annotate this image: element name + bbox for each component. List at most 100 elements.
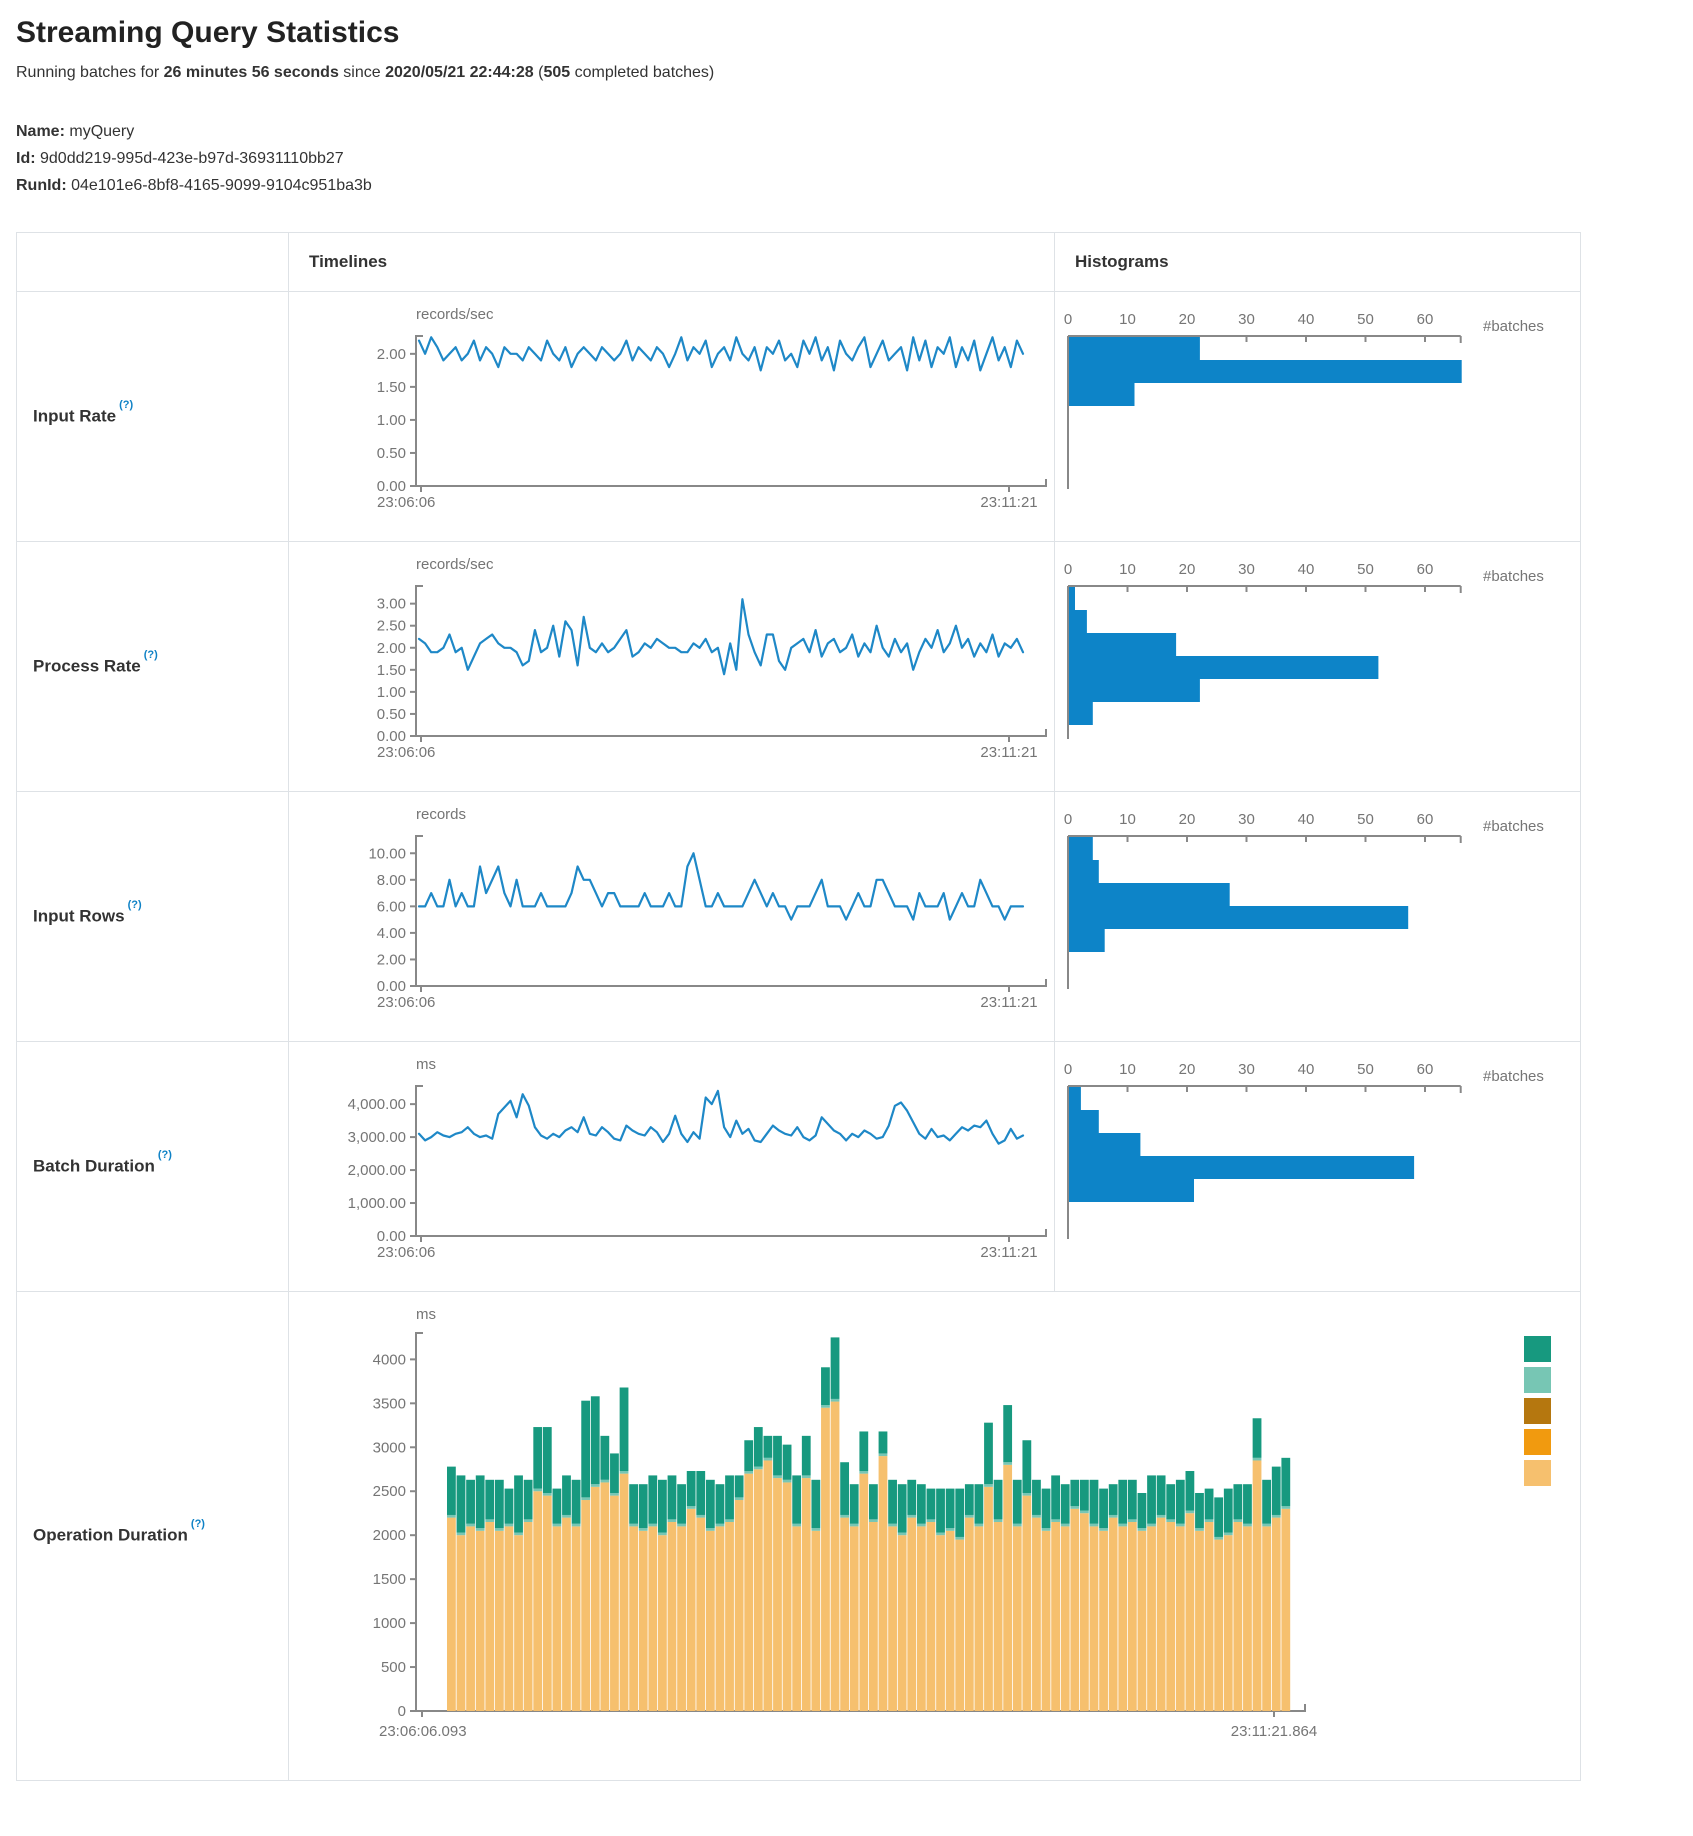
row-label-cell: Process Rate(?)	[16, 540, 289, 792]
help-icon[interactable]: (?)	[190, 1518, 205, 1531]
legend-swatch	[1524, 1366, 1551, 1393]
running-prefix: Running batches for	[16, 64, 160, 81]
timeline-chart: records/sec 2.00 1.50 1.00 0.50 0.00 23:06:0…	[289, 306, 1054, 516]
svg-text:20: 20	[1179, 1061, 1196, 1078]
histogram-chart: 0 10 20 30 40 50 60 #batches	[1055, 542, 1580, 754]
query-name-line: Name: myQuery	[16, 118, 1677, 145]
y-axis-unit: ms	[416, 1305, 436, 1323]
help-icon[interactable]: (?)	[157, 1148, 172, 1161]
histogram-cell: 0 10 20 30 40 50 60 #batches	[1054, 1040, 1581, 1292]
histogram-cell: 0 10 20 30 40 50 60 #batches	[1054, 290, 1581, 542]
row-label-cell: Batch Duration(?)	[16, 1040, 289, 1292]
line-chart: 3.00 2.50 2.00 1.50 1.00 0.50 0.00	[377, 584, 1047, 744]
table-header-row: Timelines Histograms	[16, 231, 1581, 292]
x-axis-labels: 23:06:06 23:11:21	[289, 744, 1054, 766]
y-axis-unit: records/sec	[416, 555, 494, 573]
svg-text:10.00: 10.00	[368, 845, 406, 862]
help-icon[interactable]: (?)	[143, 648, 158, 661]
svg-text:3000: 3000	[373, 1439, 406, 1456]
y-axis-unit: records/sec	[416, 305, 494, 323]
name-label: Name:	[16, 123, 65, 140]
svg-text:30: 30	[1238, 811, 1255, 828]
svg-text:2.00: 2.00	[377, 639, 406, 656]
batch-duration-row: Batch Duration(?) ms 4,000.00 3,000.00 2,0…	[16, 1040, 1581, 1292]
svg-text:0: 0	[1064, 311, 1072, 328]
operation-duration-chart: ms 4000 3500 3000 2500 2000 1500 1000 500 0 23:0…	[289, 1306, 1580, 1745]
svg-text:500: 500	[381, 1659, 406, 1676]
svg-text:4,000.00: 4,000.00	[348, 1096, 406, 1113]
svg-text:0: 0	[398, 1703, 406, 1720]
timeline-cell: ms 4,000.00 3,000.00 2,000.00 1,000.00 0.00 …	[288, 1040, 1055, 1292]
batches-label: #batches	[1483, 1067, 1544, 1085]
svg-text:0.00: 0.00	[377, 478, 406, 494]
batches-label: #batches	[1483, 317, 1544, 335]
x-end-label: 23:11:21	[980, 493, 1038, 511]
x-end-label: 23:11:21.864	[1230, 1722, 1318, 1740]
x-axis-labels: 23:06:06 23:11:21	[289, 494, 1054, 516]
help-icon[interactable]: (?)	[119, 398, 134, 411]
svg-text:1.50: 1.50	[377, 378, 406, 395]
histogram-svg: 0 10 20 30 40 50 60	[1064, 561, 1462, 739]
svg-text:30: 30	[1238, 311, 1255, 328]
svg-text:8.00: 8.00	[377, 871, 406, 888]
open-paren: (	[538, 64, 544, 81]
svg-text:0: 0	[1064, 811, 1072, 828]
x-start-label: 23:06:06	[377, 493, 436, 511]
svg-text:2000: 2000	[373, 1527, 406, 1544]
runid-value: 04e101e6-8bf8-4165-9099-9104c951ba3b	[71, 177, 372, 195]
svg-text:1.00: 1.00	[377, 683, 406, 700]
svg-text:60: 60	[1417, 561, 1434, 578]
id-value: 9d0dd219-995d-423e-b97d-36931110bb27	[40, 150, 344, 168]
svg-text:2.00: 2.00	[377, 951, 406, 968]
id-label: Id:	[16, 150, 36, 168]
histogram-chart: 0 10 20 30 40 50 60 #batches	[1055, 1042, 1580, 1254]
svg-text:0.00: 0.00	[377, 1228, 406, 1244]
row-label-cell: Input Rate(?)	[16, 290, 289, 542]
histogram-cell: 0 10 20 30 40 50 60 #batches	[1054, 790, 1581, 1042]
svg-text:3,000.00: 3,000.00	[348, 1129, 406, 1146]
help-icon[interactable]: (?)	[127, 898, 142, 911]
x-start-label: 23:06:06	[377, 1243, 436, 1261]
svg-text:60: 60	[1417, 1061, 1434, 1078]
completed-count: 505	[543, 64, 571, 81]
svg-text:4000: 4000	[373, 1351, 406, 1368]
runid-label: RunId:	[16, 177, 67, 195]
histogram-chart: 0 10 20 30 40 50 60 #batches	[1055, 292, 1580, 504]
stacked-bar-chart: 4000 3500 3000 2500 2000 1500 1000 500 0	[373, 1331, 1306, 1720]
svg-text:1,000.00: 1,000.00	[348, 1195, 406, 1212]
operation-duration-row: Operation Duration(?) ms 4000 3500 3000 250…	[16, 1290, 1581, 1781]
svg-text:10: 10	[1119, 561, 1136, 578]
x-end-label: 23:11:21	[980, 743, 1038, 761]
legend-swatch	[1524, 1335, 1551, 1362]
line-chart: 4,000.00 3,000.00 2,000.00 1,000.00 0.00	[348, 1084, 1047, 1244]
running-duration: 26 minutes 56 seconds	[163, 64, 339, 81]
timelines-header: Timelines	[288, 231, 1055, 292]
y-axis-unit: records	[416, 805, 467, 823]
empty-header-cell	[16, 231, 289, 292]
operation-duration-cell: ms 4000 3500 3000 2500 2000 1500 1000 500 0 23:0…	[288, 1290, 1581, 1781]
histogram-svg: 0 10 20 30 40 50 60	[1064, 811, 1462, 989]
legend-swatch	[1524, 1397, 1551, 1424]
query-id-line: Id: 9d0dd219-995d-423e-b97d-36931110bb27	[16, 145, 1677, 172]
input-rows-row: Input Rows(?) records 10.00 8.00 6.00 4.00 2…	[16, 790, 1581, 1042]
statistics-table: Timelines Histograms Input Rate(?) recor…	[16, 231, 1581, 1781]
histograms-header: Histograms	[1054, 231, 1581, 292]
completed-suffix: completed batches)	[574, 64, 715, 81]
x-start-label: 23:06:06	[377, 743, 436, 761]
svg-text:40: 40	[1298, 561, 1315, 578]
x-end-label: 23:11:21	[980, 1243, 1038, 1261]
row-label: Input Rows	[33, 906, 125, 926]
query-meta: Name: myQuery Id: 9d0dd219-995d-423e-b97…	[16, 118, 1677, 200]
timeline-chart: records/sec 3.00 2.50 2.00 1.50 1.00 0.50 0.00…	[289, 556, 1054, 766]
line-chart: 2.00 1.50 1.00 0.50 0.00	[377, 334, 1047, 494]
process-rate-row: Process Rate(?) records/sec 3.00 2.50 2.00…	[16, 540, 1581, 792]
svg-text:50: 50	[1357, 1061, 1374, 1078]
timeline-chart: ms 4,000.00 3,000.00 2,000.00 1,000.00 0.00 …	[289, 1056, 1054, 1266]
svg-text:0: 0	[1064, 1061, 1072, 1078]
row-label: Operation Duration	[33, 1525, 188, 1545]
svg-text:60: 60	[1417, 311, 1434, 328]
row-label-cell: Input Rows(?)	[16, 790, 289, 1042]
x-end-label: 23:11:21	[980, 993, 1038, 1011]
histogram-cell: 0 10 20 30 40 50 60 #batches	[1054, 540, 1581, 792]
svg-text:6.00: 6.00	[377, 898, 406, 915]
